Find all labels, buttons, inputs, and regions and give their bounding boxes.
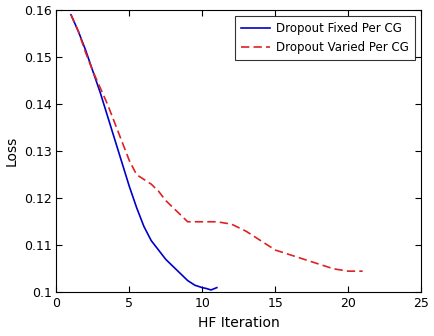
Dropout Varied Per CG	[105, 102, 110, 106]
Dropout Fixed Per CG	[98, 90, 103, 94]
Dropout Varied Per CG	[76, 29, 81, 33]
Dropout Varied Per CG	[148, 182, 154, 186]
Dropout Fixed Per CG	[141, 224, 147, 228]
X-axis label: HF Iteration: HF Iteration	[198, 316, 279, 330]
Dropout Varied Per CG	[192, 220, 197, 224]
Dropout Varied Per CG	[171, 206, 176, 210]
Dropout Varied Per CG	[141, 177, 147, 181]
Dropout Varied Per CG	[302, 257, 307, 261]
Line: Dropout Fixed Per CG: Dropout Fixed Per CG	[71, 15, 217, 290]
Dropout Varied Per CG	[98, 86, 103, 90]
Dropout Varied Per CG	[316, 262, 322, 266]
Dropout Varied Per CG	[134, 173, 139, 177]
Legend: Dropout Fixed Per CG, Dropout Varied Per CG: Dropout Fixed Per CG, Dropout Varied Per…	[235, 16, 415, 60]
Dropout Fixed Per CG	[208, 288, 214, 292]
Dropout Varied Per CG	[258, 239, 263, 243]
Dropout Varied Per CG	[112, 121, 117, 125]
Dropout Varied Per CG	[163, 199, 168, 203]
Dropout Fixed Per CG	[148, 239, 154, 243]
Dropout Fixed Per CG	[127, 184, 132, 188]
Dropout Fixed Per CG	[171, 264, 176, 268]
Dropout Varied Per CG	[287, 253, 293, 257]
Dropout Fixed Per CG	[185, 279, 190, 283]
Dropout Varied Per CG	[90, 69, 95, 73]
Dropout Varied Per CG	[273, 248, 278, 252]
Dropout Varied Per CG	[360, 269, 365, 273]
Dropout Fixed Per CG	[90, 69, 95, 73]
Dropout Fixed Per CG	[105, 114, 110, 118]
Dropout Fixed Per CG	[204, 287, 209, 291]
Dropout Varied Per CG	[156, 189, 161, 193]
Dropout Fixed Per CG	[112, 137, 117, 141]
Dropout Fixed Per CG	[83, 48, 88, 52]
Dropout Fixed Per CG	[178, 271, 183, 276]
Dropout Varied Per CG	[127, 159, 132, 163]
Dropout Varied Per CG	[119, 140, 125, 144]
Dropout Fixed Per CG	[163, 257, 168, 261]
Dropout Fixed Per CG	[192, 283, 197, 287]
Dropout Varied Per CG	[331, 267, 336, 271]
Dropout Varied Per CG	[345, 269, 351, 273]
Dropout Fixed Per CG	[119, 161, 125, 165]
Dropout Varied Per CG	[69, 13, 74, 17]
Dropout Fixed Per CG	[156, 248, 161, 252]
Dropout Varied Per CG	[243, 229, 249, 233]
Dropout Varied Per CG	[214, 220, 220, 224]
Dropout Fixed Per CG	[76, 29, 81, 33]
Dropout Fixed Per CG	[134, 206, 139, 210]
Dropout Fixed Per CG	[69, 13, 74, 17]
Dropout Varied Per CG	[178, 213, 183, 217]
Dropout Fixed Per CG	[214, 286, 220, 290]
Dropout Fixed Per CG	[200, 286, 205, 290]
Y-axis label: Loss: Loss	[4, 136, 18, 166]
Dropout Varied Per CG	[185, 220, 190, 224]
Dropout Varied Per CG	[200, 220, 205, 224]
Line: Dropout Varied Per CG: Dropout Varied Per CG	[71, 15, 363, 271]
Dropout Varied Per CG	[83, 50, 88, 54]
Dropout Varied Per CG	[229, 222, 234, 226]
